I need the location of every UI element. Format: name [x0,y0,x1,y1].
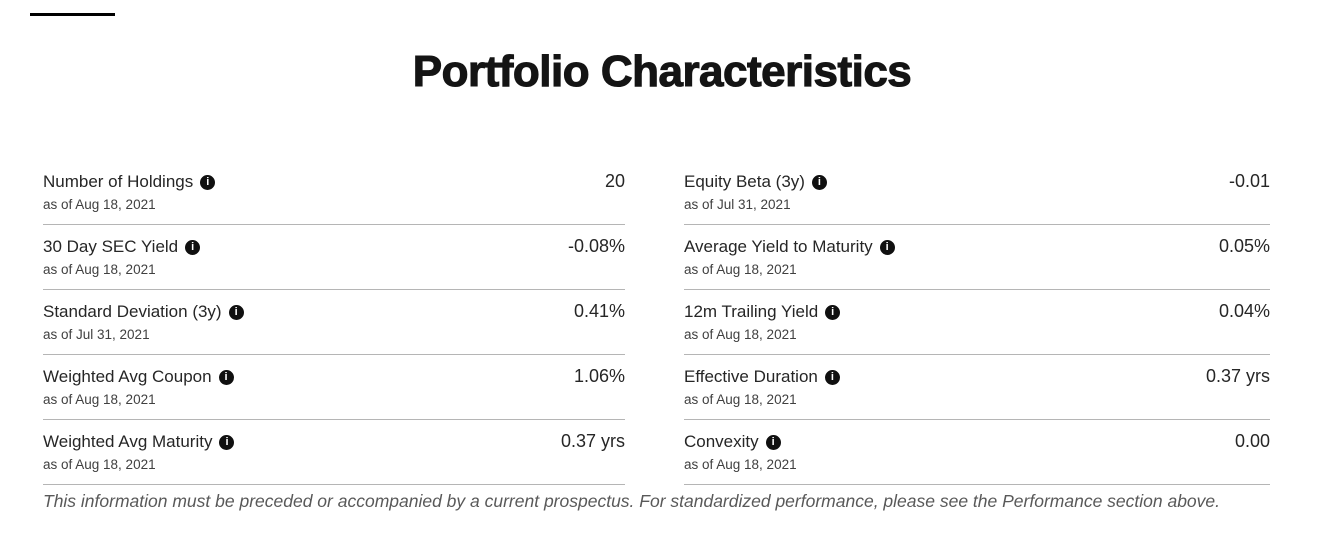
metric-cell-30-day-sec-yield: 30 Day SEC Yield i -0.08% as of Aug 18, 2… [43,225,625,290]
top-left-rule [30,13,115,16]
metric-asof: as of Aug 18, 2021 [43,457,156,472]
info-icon[interactable]: i [825,304,841,320]
metric-cell-equity-beta: Equity Beta (3y) i -0.01 as of Jul 31, 20… [684,160,1270,225]
metric-asof: as of Aug 18, 2021 [684,327,797,342]
info-icon[interactable]: i [219,434,235,450]
metric-label-text: Standard Deviation (3y) [43,302,222,321]
metric-value: 1.06% [573,366,625,386]
metric-label-text: Convexity [684,432,759,451]
info-icon[interactable]: i [811,174,827,190]
metric-label-text: Weighted Avg Coupon [43,367,212,386]
metric-cell-average-yield-to-maturity: Average Yield to Maturity i 0.05% as of A… [684,225,1270,290]
metric-label: Effective Duration i [684,365,840,389]
metric-label-text: 30 Day SEC Yield [43,237,179,256]
metric-label-text: Effective Duration [684,367,818,386]
metric-label: Convexity i [684,430,781,454]
metric-value: -0.08% [567,236,625,256]
metric-value: 0.41% [573,301,625,321]
portfolio-characteristics-grid: Number of Holdings i 20 as of Aug 18, 202… [43,160,1270,485]
info-icon[interactable]: i [218,369,234,385]
metric-cell-standard-deviation: Standard Deviation (3y) i 0.41% as of Jul… [43,290,625,355]
metric-value: 20 [604,171,625,191]
info-icon[interactable]: i [765,434,781,450]
metric-value: 0.00 [1234,431,1270,451]
metric-cell-number-of-holdings: Number of Holdings i 20 as of Aug 18, 202… [43,160,625,225]
metric-label: Standard Deviation (3y) i [43,300,244,324]
info-icon[interactable]: i [879,239,895,255]
metric-value: 0.37 yrs [560,431,625,451]
metric-label: Weighted Avg Maturity i [43,430,235,454]
metric-label-text: Equity Beta (3y) [684,172,805,191]
metric-label: Equity Beta (3y) i [684,170,827,194]
metric-label: Number of Holdings i [43,170,216,194]
page-title: Portfolio Characteristics [412,47,912,96]
metric-asof: as of Jul 31, 2021 [43,327,150,342]
metric-cell-convexity: Convexity i 0.00 as of Aug 18, 2021 [684,420,1270,485]
metric-value: 0.04% [1218,301,1270,321]
metric-label-text: Weighted Avg Maturity [43,432,213,451]
metric-asof: as of Aug 18, 2021 [43,392,156,407]
metric-value: 0.05% [1218,236,1270,256]
metric-label: Average Yield to Maturity i [684,235,895,259]
metric-cell-weighted-avg-maturity: Weighted Avg Maturity i 0.37 yrs as of Au… [43,420,625,485]
info-icon[interactable]: i [824,369,840,385]
metric-label-text: Average Yield to Maturity [684,237,873,256]
metric-label-text: Number of Holdings [43,172,194,191]
metric-value: 0.37 yrs [1205,366,1270,386]
metric-label: 30 Day SEC Yield i [43,235,201,259]
metric-asof: as of Aug 18, 2021 [684,457,797,472]
metric-asof: as of Jul 31, 2021 [684,197,791,212]
metric-cell-effective-duration: Effective Duration i 0.37 yrs as of Aug 1… [684,355,1270,420]
metric-asof: as of Aug 18, 2021 [43,262,156,277]
metric-cell-weighted-avg-coupon: Weighted Avg Coupon i 1.06% as of Aug 18,… [43,355,625,420]
metric-cell-12m-trailing-yield: 12m Trailing Yield i 0.04% as of Aug 18, … [684,290,1270,355]
metric-asof: as of Aug 18, 2021 [43,197,156,212]
prospectus-disclaimer: This information must be preceded or acc… [43,491,1221,511]
metric-asof: as of Aug 18, 2021 [684,392,797,407]
metric-label-text: 12m Trailing Yield [684,302,819,321]
info-icon[interactable]: i [228,304,244,320]
info-icon[interactable]: i [185,239,201,255]
metric-label: Weighted Avg Coupon i [43,365,234,389]
metric-value: -0.01 [1228,171,1270,191]
info-icon[interactable]: i [200,174,216,190]
metric-label: 12m Trailing Yield i [684,300,841,324]
metric-asof: as of Aug 18, 2021 [684,262,797,277]
